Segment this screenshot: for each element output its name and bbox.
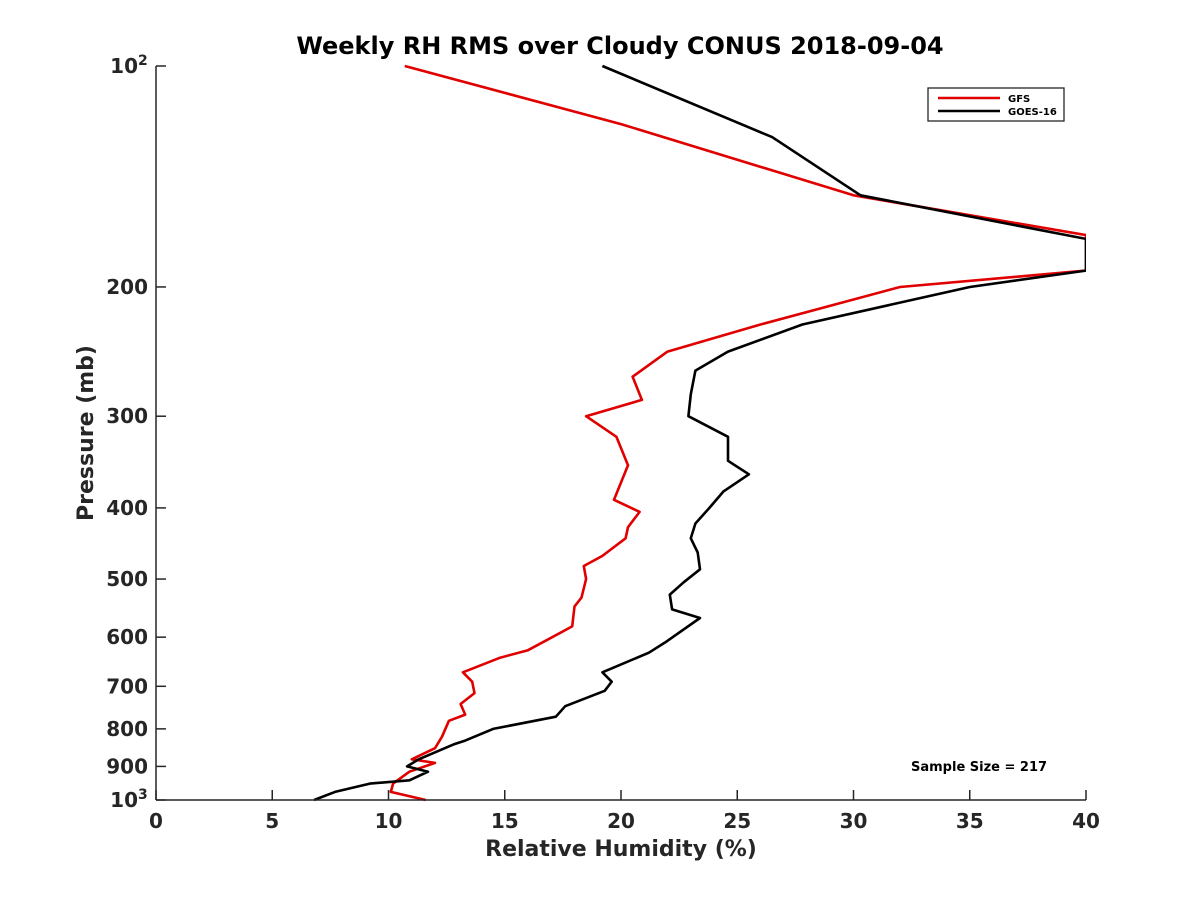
y-tick-exponent: 3 [138,787,148,803]
y-tick-label: 400 [106,496,148,520]
series-line-gfs [389,64,1086,802]
x-tick-label: 25 [723,809,751,833]
chart-title: Weekly RH RMS over Cloudy CONUS 2018-09-… [296,32,943,60]
legend-label: GFS [1008,94,1030,105]
x-tick-label: 0 [149,809,163,833]
y-axis-label: Pressure (mb) [74,345,99,521]
x-tick-label: 20 [607,809,635,833]
legend-label: GOES-16 [1008,107,1057,118]
legend-box [927,87,1065,122]
x-tick-label: 40 [1072,809,1100,833]
y-tick-label: 600 [106,625,148,649]
sample-size-annotation: Sample Size = 217 [911,760,1047,775]
y-tick-label: 500 [106,567,148,591]
legend: GFS GOES-16 [927,87,1065,122]
x-tick-label: 5 [265,809,279,833]
plot-area [313,64,1086,802]
x-tick-label: 15 [491,809,519,833]
x-tick-label: 10 [375,809,403,833]
y-tick-label: 200 [106,275,148,299]
y-tick-label: 700 [106,674,148,698]
x-tick-label: 30 [840,809,868,833]
x-axis-label: Relative Humidity (%) [485,837,757,862]
y-tick-label: 800 [106,717,148,741]
y-tick-exponent: 2 [138,53,148,69]
x-axis: 0 5 10 15 20 25 30 35 40 [149,790,1100,833]
y-tick-label: 900 [106,754,148,778]
y-tick-label: 10 [110,54,138,78]
x-tick-label: 35 [956,809,984,833]
series-line-goes-16 [313,64,1086,802]
y-tick-label: 10 [110,788,138,812]
y-tick-label: 300 [106,404,148,428]
